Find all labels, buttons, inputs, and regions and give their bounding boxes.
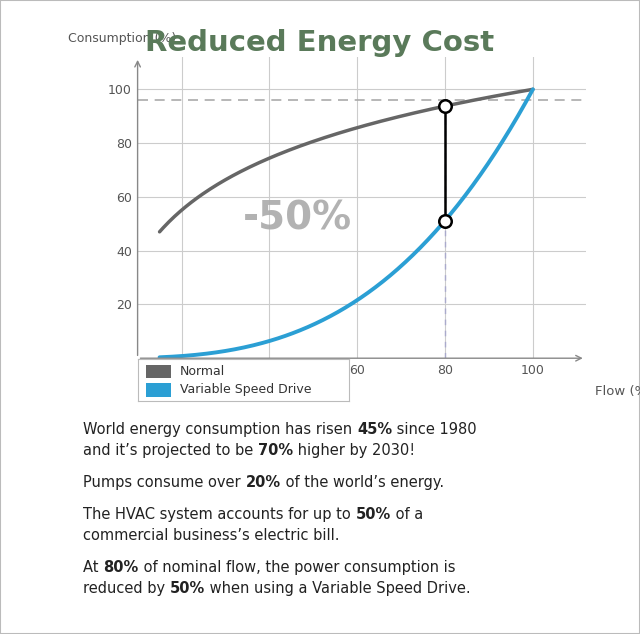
Text: 50%: 50%: [170, 581, 205, 597]
Text: since 1980: since 1980: [392, 422, 477, 437]
Text: and it’s projected to be: and it’s projected to be: [83, 443, 258, 458]
Text: World energy consumption has risen: World energy consumption has risen: [83, 422, 357, 437]
Text: of nominal flow, the power consumption is: of nominal flow, the power consumption i…: [139, 560, 455, 576]
Text: 50%: 50%: [356, 507, 391, 522]
Text: At: At: [83, 560, 103, 576]
Text: The HVAC system accounts for up to: The HVAC system accounts for up to: [83, 507, 356, 522]
Bar: [146, 384, 172, 397]
Text: reduced by: reduced by: [83, 581, 170, 597]
Text: Pumps consume over: Pumps consume over: [83, 475, 246, 490]
Text: 70%: 70%: [258, 443, 293, 458]
Text: higher by 2030!: higher by 2030!: [293, 443, 415, 458]
Text: 20%: 20%: [246, 475, 280, 490]
Bar: [146, 365, 172, 378]
Text: Normal: Normal: [180, 365, 225, 378]
Text: -50%: -50%: [243, 199, 352, 237]
Text: 80%: 80%: [103, 560, 139, 576]
Text: 45%: 45%: [357, 422, 392, 437]
Text: of the world’s energy.: of the world’s energy.: [280, 475, 444, 490]
Text: Consumption (%): Consumption (%): [68, 32, 177, 45]
Text: Variable Speed Drive: Variable Speed Drive: [180, 384, 311, 396]
Text: of a: of a: [391, 507, 423, 522]
Text: Reduced Energy Cost: Reduced Energy Cost: [145, 29, 495, 56]
Text: when using a Variable Speed Drive.: when using a Variable Speed Drive.: [205, 581, 471, 597]
Text: commercial business’s electric bill.: commercial business’s electric bill.: [83, 528, 340, 543]
Text: Flow (%): Flow (%): [595, 385, 640, 398]
